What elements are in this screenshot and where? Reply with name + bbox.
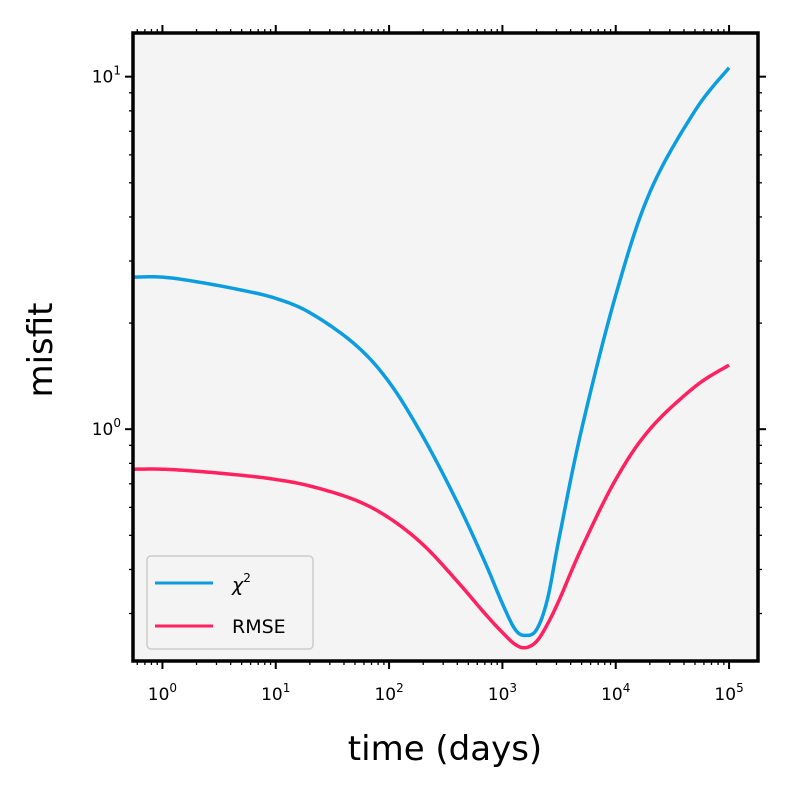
- legend: χ2 RMSE: [146, 555, 314, 650]
- x-tick-label: 104: [601, 681, 630, 705]
- legend-label-rmse: RMSE: [232, 616, 286, 638]
- y-tick-label: 101: [92, 64, 121, 88]
- x-tick-labels: 100 101 102 103 104 105: [148, 681, 744, 705]
- series-line-chi2: [132, 66, 731, 638]
- legend-box: [146, 555, 314, 650]
- y-axis-title: misfit: [21, 302, 61, 397]
- x-tick-label: 100: [148, 681, 177, 705]
- x-tick-label: 103: [488, 681, 517, 705]
- x-tick-label: 102: [374, 681, 403, 705]
- series-line-rmse: [132, 363, 730, 650]
- x-tick-label: 101: [261, 681, 290, 705]
- legend-label-chi2: χ2: [231, 571, 251, 596]
- y-tick-label: 100: [92, 416, 121, 440]
- x-tick-label: 105: [714, 681, 743, 705]
- series-lines: [132, 66, 731, 650]
- plot-frame: [131, 31, 760, 663]
- x-axis-title: time (days): [348, 729, 542, 769]
- y-tick-labels: 100 101: [92, 64, 121, 441]
